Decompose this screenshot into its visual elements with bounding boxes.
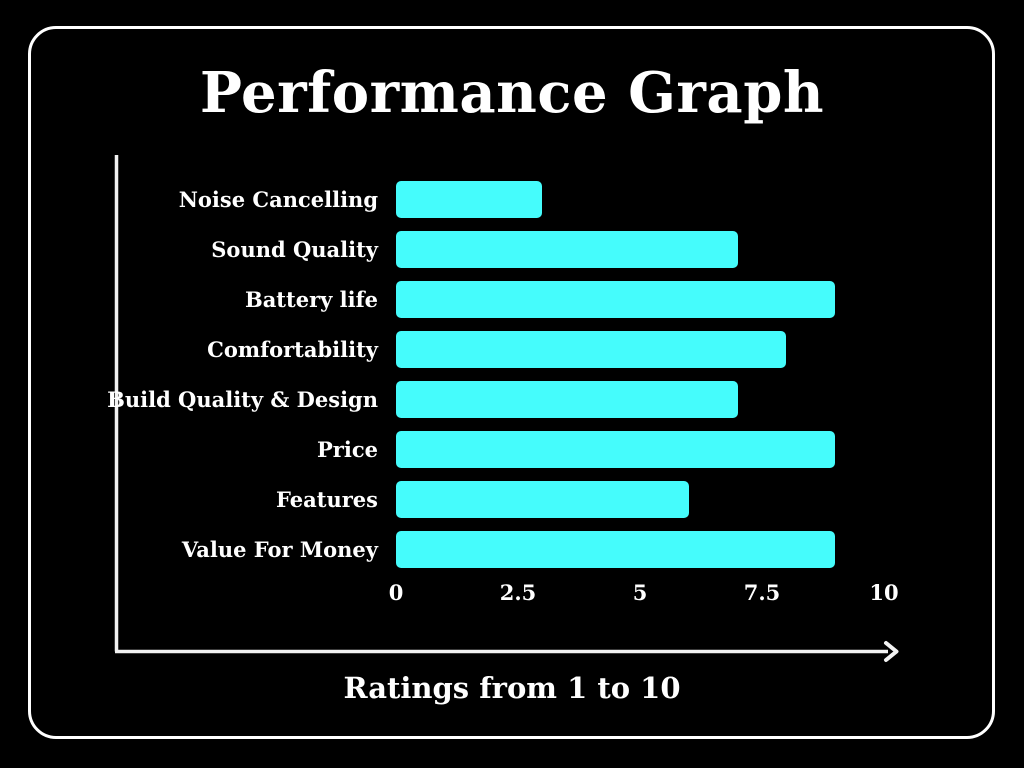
x-tick-label: 7.5 [743,580,781,605]
x-tick-label: 2.5 [499,580,537,605]
bar [396,431,836,468]
chart-row: Value For Money [0,525,1024,575]
bar-track [396,281,884,318]
x-axis-ticks: 0 2.5 5 7.5 10 [389,580,899,610]
category-label: Features [276,487,378,512]
bar [396,331,787,368]
x-tick-label: 5 [632,580,648,605]
chart-row: Noise Cancelling [0,175,1024,225]
bar [396,481,689,518]
category-label: Build Quality & Design [107,387,378,412]
bar-track [396,381,884,418]
category-label: Sound Quality [211,237,378,262]
category-label: Value For Money [181,537,378,562]
border-frame [28,26,995,739]
chart-row: Build Quality & Design [0,375,1024,425]
bar-track [396,181,884,218]
chart-title: Performance Graph [199,60,825,126]
bar-chart: Noise Cancelling Sound Quality Battery lif… [0,175,1024,575]
chart-row: Price [0,425,1024,475]
bar-track [396,231,884,268]
bar [396,381,738,418]
bar [396,531,836,568]
x-axis-label: Ratings from 1 to 10 [343,671,681,705]
bar-track [396,481,884,518]
bar [396,231,738,268]
chart-row: Sound Quality [0,225,1024,275]
category-label: Price [317,437,378,462]
x-tick-label: 0 [388,580,404,605]
category-label: Comfortability [207,337,378,362]
category-label: Noise Cancelling [178,187,378,212]
bar-track [396,531,884,568]
chart-row: Comfortability [0,325,1024,375]
bar-track [396,431,884,468]
category-label: Battery life [244,287,378,312]
bar-track [396,331,884,368]
chart-row: Battery life [0,275,1024,325]
chart-row: Features [0,475,1024,525]
bar [396,181,543,218]
bar [396,281,836,318]
x-tick-label: 10 [869,580,899,605]
